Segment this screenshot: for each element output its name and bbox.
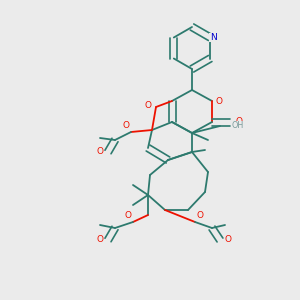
Text: O: O	[97, 236, 104, 244]
Text: O: O	[145, 100, 152, 109]
Text: N: N	[210, 33, 217, 42]
Text: O: O	[97, 148, 104, 157]
Text: O: O	[124, 211, 131, 220]
Text: O: O	[122, 122, 130, 130]
Text: O: O	[215, 97, 223, 106]
Text: O: O	[196, 211, 203, 220]
Text: OH: OH	[232, 122, 244, 130]
Text: O: O	[224, 236, 232, 244]
Text: O: O	[236, 118, 242, 127]
